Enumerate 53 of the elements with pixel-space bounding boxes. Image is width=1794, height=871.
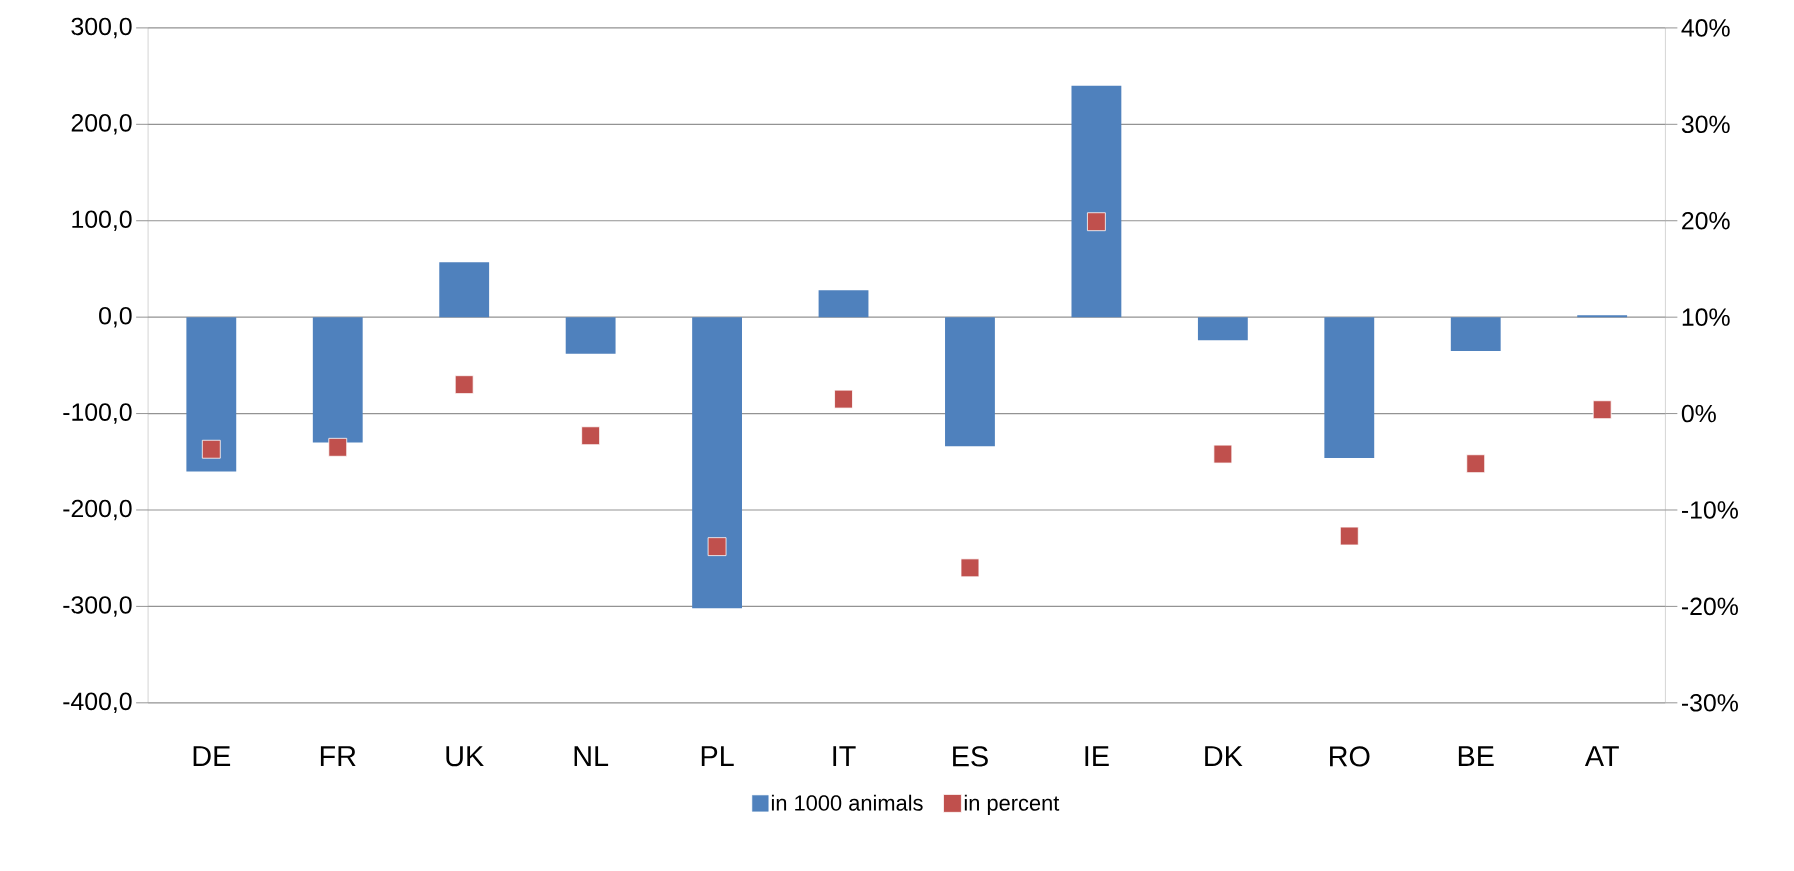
point <box>834 389 853 409</box>
x-tick-label: PL <box>701 746 734 766</box>
y-tick-label: -100,0 <box>63 403 132 424</box>
bar <box>565 317 616 354</box>
point <box>581 426 601 445</box>
x-tick-label: DK <box>1205 746 1243 766</box>
x-tick-label: IE <box>1085 746 1109 766</box>
x-tick-label: AT <box>1584 746 1619 766</box>
bar <box>945 317 995 447</box>
y2-tick-label: 20% <box>1682 211 1730 230</box>
point <box>328 437 348 457</box>
point <box>1466 454 1486 473</box>
x-tick-label: UK <box>446 746 484 767</box>
x-tick-label: BE <box>1458 746 1494 766</box>
bar <box>439 262 490 318</box>
y-tick-label: 200,0 <box>71 113 132 135</box>
x-tick-label: DE <box>193 746 231 766</box>
y2-tick-label: 0% <box>1681 404 1716 423</box>
point <box>1213 444 1233 464</box>
x-tick-label: ES <box>953 746 988 767</box>
y2-tick-label: -30% <box>1681 693 1738 712</box>
y-tick-label: -200,0 <box>63 499 132 521</box>
x-tick-label: FR <box>320 746 356 766</box>
point <box>960 558 980 578</box>
y2-tick-label: -10% <box>1681 501 1738 519</box>
point <box>1087 212 1106 231</box>
x-tick-label: NL <box>574 746 609 766</box>
legend-label: in percent <box>964 794 1060 815</box>
y-tick-label: 0,0 <box>99 306 132 328</box>
bar <box>818 290 869 318</box>
bar <box>186 317 237 472</box>
bar <box>692 317 742 609</box>
x-tick-label: RO <box>1330 746 1370 767</box>
y2-tick-label: -20% <box>1681 597 1738 616</box>
y-tick-label: -300,0 <box>63 596 132 617</box>
bar <box>1071 85 1122 318</box>
bar <box>1197 317 1248 341</box>
bar <box>1324 317 1375 458</box>
y2-tick-label: 30% <box>1681 115 1730 133</box>
bar <box>312 317 363 443</box>
point <box>707 537 727 556</box>
y2-tick-label: 40% <box>1681 18 1730 37</box>
point <box>454 375 474 394</box>
point <box>1592 400 1612 419</box>
legend-label: in 1000 animals <box>771 794 923 811</box>
y-tick-label: 300,0 <box>71 17 132 39</box>
y2-tick-label: 10% <box>1682 308 1730 326</box>
y-tick-label: -400,0 <box>63 692 132 713</box>
point <box>1339 526 1359 546</box>
point <box>201 439 221 459</box>
bar <box>1450 317 1501 351</box>
y-tick-label: 100,0 <box>72 210 132 231</box>
x-tick-label: IT <box>833 746 856 766</box>
